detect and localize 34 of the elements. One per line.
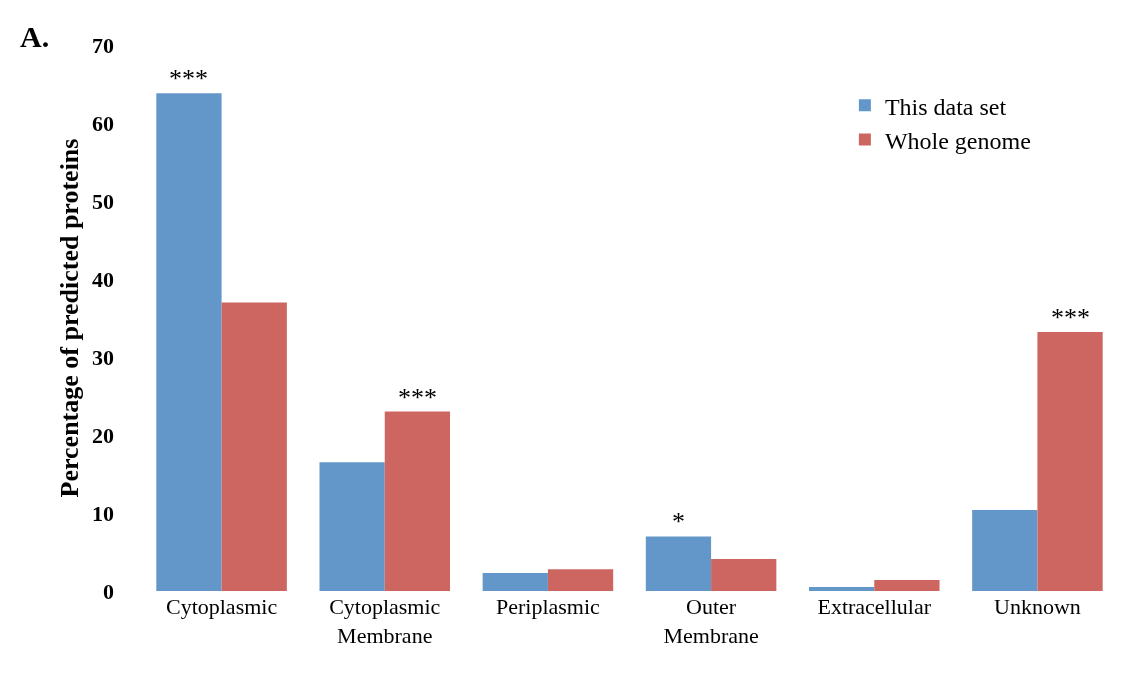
y-tick-label: 0	[103, 578, 114, 604]
y-tick-label: 20	[92, 422, 114, 448]
bar	[645, 536, 712, 591]
y-tick-label: 70	[92, 32, 114, 58]
bar	[547, 569, 614, 591]
x-tick-label: Cytoplasmic	[165, 594, 278, 619]
bar	[221, 302, 287, 591]
bar	[808, 587, 875, 591]
bar	[972, 509, 1038, 591]
bar	[874, 580, 940, 591]
x-tick-label: Extracellular	[817, 594, 932, 619]
annotation: ***	[1051, 303, 1090, 332]
legend-label: This data set	[884, 93, 1007, 120]
y-tick-label: 30	[92, 344, 114, 370]
bar	[711, 559, 777, 591]
y-tick-label: 10	[92, 500, 114, 526]
annotation: ***	[169, 64, 208, 93]
bar	[1037, 332, 1103, 591]
x-tick-label: Outer Membrane	[663, 594, 759, 648]
bar	[384, 411, 451, 591]
bar	[319, 462, 385, 591]
bar	[482, 573, 548, 591]
y-tick-label: 40	[92, 266, 114, 292]
x-tick-label: Unknown	[994, 594, 1081, 619]
annotation: *	[672, 507, 685, 536]
y-tick-label: 50	[92, 188, 114, 214]
y-axis-title: Percentage of predicted proteins	[55, 138, 85, 498]
legend-label: Whole genome	[884, 127, 1031, 154]
annotation: ***	[398, 383, 437, 412]
chart-title: A.	[20, 20, 50, 53]
y-tick-label: 60	[92, 110, 114, 136]
x-tick-label: Periplasmic	[495, 594, 601, 619]
x-tick-label: Cytoplasmic Membrane	[329, 594, 441, 648]
bar	[156, 93, 222, 591]
